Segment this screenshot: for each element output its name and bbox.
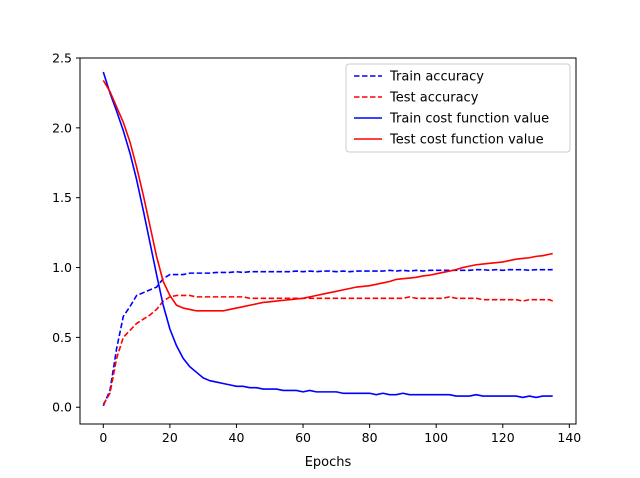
x-tick-label: 60 (295, 430, 311, 445)
legend-box (345, 63, 571, 153)
y-axis-ticks: 0.0 0.5 1.0 1.5 2.0 2.5 (52, 51, 80, 415)
y-tick-label: 0.0 (52, 400, 72, 415)
x-tick-label: 120 (491, 430, 515, 445)
series-line-1 (102, 268, 553, 407)
x-tick-label: 140 (557, 430, 581, 445)
series-line-3 (102, 71, 553, 399)
x-tick-label: 100 (424, 430, 448, 445)
x-axis-title: Epochs (305, 455, 352, 470)
series-line-4 (102, 79, 553, 312)
legend-label: Train cost function value (389, 112, 549, 127)
y-tick-label: 2.0 (52, 120, 72, 135)
x-tick-label: 0 (99, 430, 107, 445)
y-tick-label: 1.5 (52, 190, 72, 205)
x-tick-label: 40 (229, 430, 245, 445)
y-tick-label: 0.5 (52, 330, 72, 345)
legend: Train accuracy Test accuracy Train cost fu… (345, 63, 571, 153)
series-lines (102, 71, 554, 407)
legend-label: Test cost function value (389, 133, 544, 148)
y-tick-label: 1.0 (52, 260, 72, 275)
x-tick-label: 20 (162, 430, 178, 445)
x-tick-label: 80 (362, 430, 378, 445)
y-tick-label: 2.5 (52, 51, 72, 66)
legend-label: Train accuracy (389, 70, 484, 85)
x-axis-ticks: 0 20 40 60 80 100 120 140 (99, 424, 581, 445)
plot-frame (79, 57, 577, 425)
legend-label: Test accuracy (389, 91, 479, 106)
series-line-2 (102, 294, 554, 405)
